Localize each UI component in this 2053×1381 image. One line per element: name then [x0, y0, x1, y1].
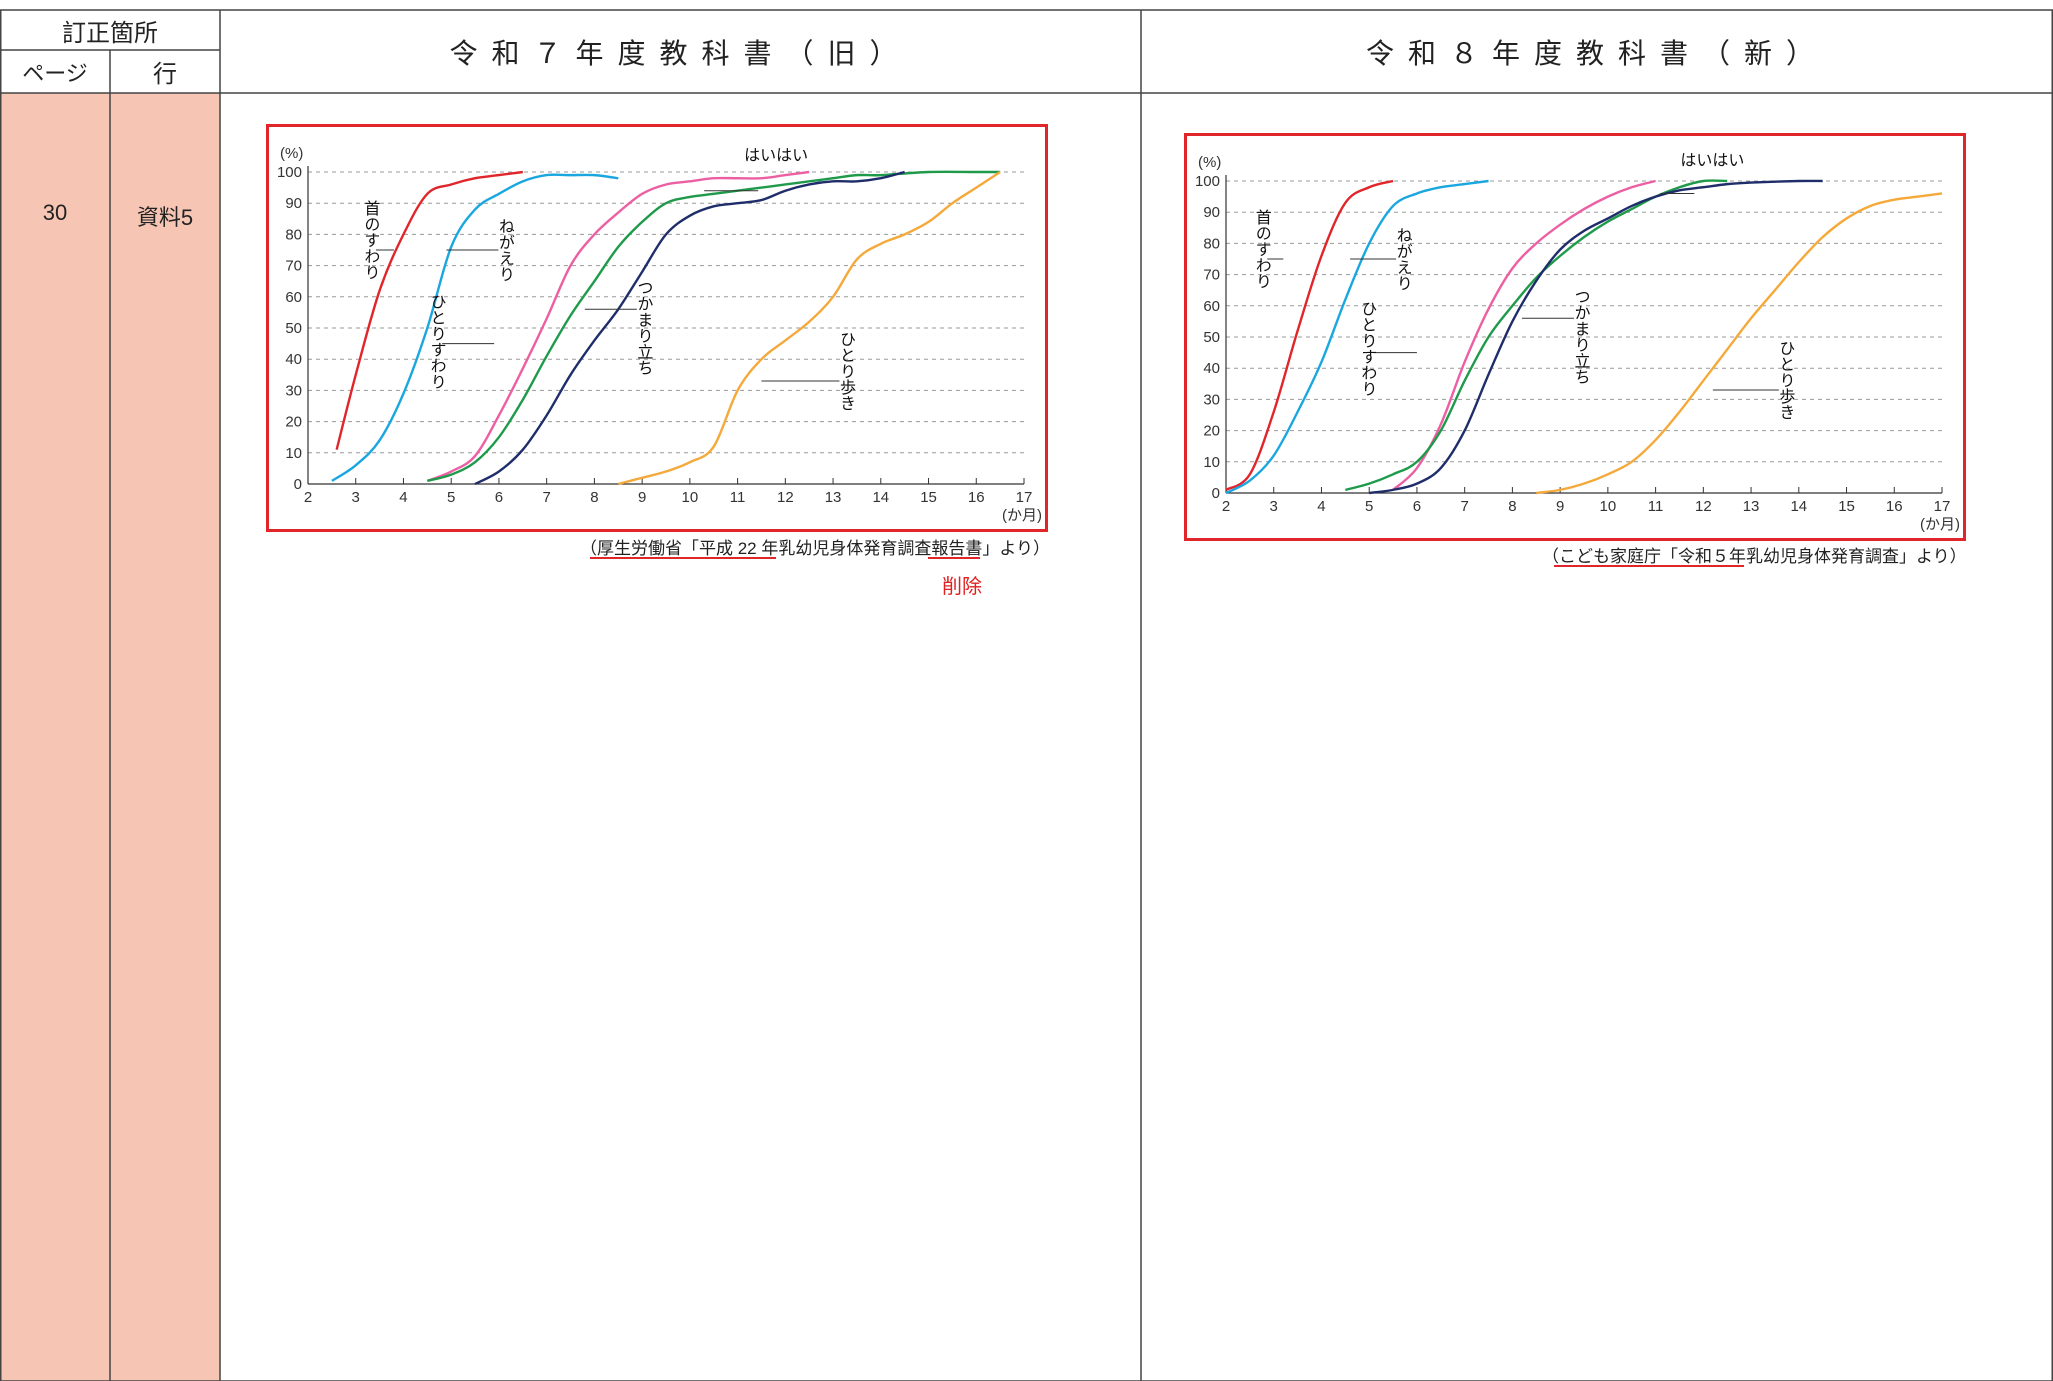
line-column-header: 行 [153, 60, 177, 88]
new-source-underline [1554, 565, 1744, 567]
y-tick-label: 20 [285, 414, 302, 431]
x-tick-label: 9 [1556, 498, 1564, 515]
x-tick-label: 12 [777, 489, 794, 506]
x-tick-label: 5 [1365, 498, 1373, 515]
x-tick-label: 2 [1222, 498, 1230, 515]
series-line [331, 173, 619, 482]
x-tick-label: 4 [1317, 498, 1325, 515]
series-line [1369, 179, 1823, 495]
y-tick-label: 0 [1212, 485, 1220, 502]
series-line [617, 170, 1001, 486]
series-label: つかまり立ち [1571, 288, 1590, 384]
old-growth-chart: 0 10 20 30 40 50 60 70 80 90 100 2 3 4 5 6 7 8 9 10 11 12 13 14… [266, 124, 1048, 532]
series-line [426, 170, 810, 483]
x-tick-label: 10 [1600, 498, 1617, 515]
x-tick-label: 17 [1016, 489, 1033, 506]
y-tick-label: 60 [1203, 298, 1220, 315]
series-label: はいはい [1680, 152, 1744, 169]
y-tick-label: 70 [1203, 267, 1220, 284]
chart-frame [266, 124, 1048, 532]
x-tick-label: 16 [968, 489, 985, 506]
y-tick-label: 30 [1203, 391, 1220, 408]
series-line [474, 170, 905, 486]
x-tick-label: 15 [1838, 498, 1855, 515]
y-tick-label: 40 [285, 351, 302, 368]
x-tick-label: 4 [399, 489, 407, 506]
y-tick-label: 20 [1203, 423, 1220, 440]
y-tick-label: 80 [285, 226, 302, 243]
x-tick-label: 3 [352, 489, 360, 506]
x-tick-label: 7 [542, 489, 550, 506]
y-tick-label: 90 [285, 195, 302, 212]
x-tick-label: 11 [730, 489, 746, 506]
series-line [1225, 179, 1394, 491]
x-tick-label: 8 [590, 489, 598, 506]
x-tick-label: 13 [825, 489, 842, 506]
old-source-underline-1 [590, 557, 776, 559]
series-line [1536, 192, 1943, 495]
old-source-underline-2 [928, 557, 980, 559]
x-tick-label: 6 [495, 489, 503, 506]
y-tick-label: 90 [1203, 204, 1220, 221]
x-axis-label: (か月) [1002, 507, 1042, 524]
page-number: 30 [42, 200, 68, 225]
x-tick-label: 14 [872, 489, 889, 506]
line-reference: 資料5 [136, 205, 194, 230]
x-tick-label: 2 [304, 489, 312, 506]
x-tick-label: 12 [1695, 498, 1712, 515]
new-growth-chart: 0 10 20 30 40 50 60 70 80 90 100 2 3 4 5 6 7 8 9 10 11 12 13 14… [1184, 133, 1966, 541]
x-tick-label: 9 [638, 489, 646, 506]
x-tick-label: 3 [1270, 498, 1278, 515]
series-label: ひとりすわり [1358, 301, 1376, 397]
y-tick-label: 50 [1203, 329, 1220, 346]
x-axis-label: (か月) [1920, 516, 1960, 533]
x-tick-label: 11 [1648, 498, 1664, 515]
series-line [1225, 179, 1489, 495]
x-tick-label: 14 [1790, 498, 1807, 515]
series-label: ひとり歩き [837, 331, 856, 411]
y-tick-label: 70 [285, 258, 302, 275]
old-source-note: （厚生労働省「平成 22 年乳幼児身体発育調査報告書」より） [580, 539, 1051, 558]
series-label: ひとり歩き [1776, 340, 1795, 420]
x-tick-label: 8 [1508, 498, 1516, 515]
delete-label: 削除 [942, 576, 982, 598]
x-tick-label: 17 [1934, 498, 1951, 515]
series-line [335, 170, 523, 450]
y-tick-label: 40 [1203, 360, 1220, 377]
series-label: はいはい [744, 148, 808, 165]
y-tick-label: 10 [285, 445, 302, 462]
new-source-note: （こども家庭庁「令和５年乳幼児身体発育調査」より） [1542, 547, 1967, 566]
y-tick-label: 80 [1203, 235, 1220, 252]
series-label: ねがえり [1394, 227, 1412, 291]
y-tick-label: 10 [1203, 454, 1220, 471]
x-tick-label: 5 [447, 489, 455, 506]
y-tick-label: 100 [1195, 173, 1220, 190]
y-tick-label: 100 [277, 164, 302, 181]
old-textbook-header: 令和７年度教科書（旧） [449, 36, 912, 70]
series-label: ひとりすわり [428, 294, 446, 390]
x-tick-label: 10 [682, 489, 699, 506]
y-axis-label: (%) [280, 145, 303, 162]
series-label: ねがえり [496, 218, 514, 282]
series-label: 首のすわり [1253, 209, 1272, 289]
x-tick-label: 6 [1413, 498, 1421, 515]
series-line [427, 170, 1001, 483]
x-tick-label: 7 [1460, 498, 1468, 515]
y-tick-label: 60 [285, 289, 302, 306]
series-line [1392, 179, 1656, 491]
series-label: つかまり立ち [634, 279, 653, 375]
x-tick-label: 16 [1886, 498, 1903, 515]
new-textbook-header: 令和８年度教科書（新） [1365, 36, 1828, 70]
chart-frame [1184, 133, 1966, 541]
y-axis-label: (%) [1198, 154, 1221, 171]
y-tick-label: 0 [294, 476, 302, 493]
y-tick-label: 30 [285, 382, 302, 399]
x-tick-label: 13 [1743, 498, 1760, 515]
page-column-header: ページ [22, 61, 88, 87]
x-tick-label: 15 [920, 489, 937, 506]
y-tick-label: 50 [285, 320, 302, 337]
correction-location-header: 訂正箇所 [62, 18, 158, 47]
series-label: 首のすわり [361, 200, 380, 280]
